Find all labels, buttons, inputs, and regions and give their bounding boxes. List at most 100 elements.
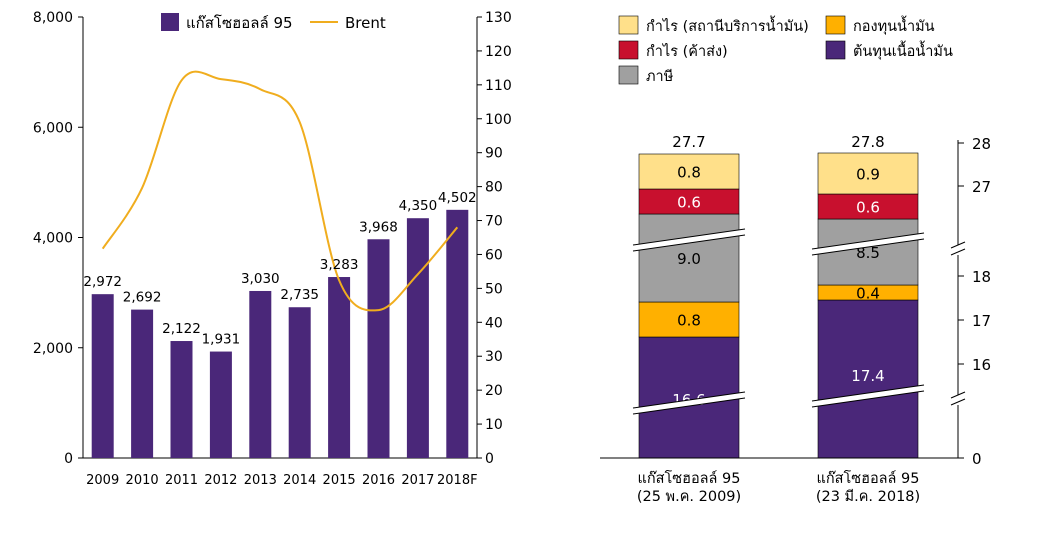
right-y-tick-label: 60 [485,247,503,263]
bar-gasohol95-2016 [367,239,390,458]
right-y-tick-label: 0 [972,450,982,468]
bar-value-label: 2,122 [162,321,201,337]
bar-gasohol95-2010 [131,309,154,458]
right-y-tick-label: 70 [485,214,503,230]
x-tick-label: 2011 [165,473,198,488]
stack-total-label: 27.8 [851,133,884,151]
x-tick-label: 2015 [323,473,356,488]
left-y-tick-label: 6,000 [33,120,73,136]
right-y-tick-label: 16 [972,356,991,374]
right-y-tick-label: 0 [485,451,494,467]
left-chart-legend: แก๊สโซฮอลล์ 95 Brent [161,13,386,32]
left-chart-bars [91,209,469,458]
axis-break-wedge [633,392,745,414]
legend-label: กำไร (สถานีบริการน้ำมัน) [646,15,809,35]
axis-break-line [811,232,925,250]
right-chart: 16.60.89.00.60.827.717.40.48.50.60.927.8… [600,15,991,505]
legend-swatch [825,40,846,60]
bar-gasohol95-2015 [328,277,351,458]
bar-value-label: 3,030 [241,271,280,287]
right-y-tick-label: 100 [485,112,512,128]
legend-label: ภาษี [646,68,673,85]
left-y-tick-label: 0 [64,451,73,467]
legend-label-gasohol95: แก๊สโซฮอลล์ 95 [186,14,293,32]
bar-value-label: 2,735 [280,287,319,303]
bar-value-label: 3,968 [359,219,398,235]
right-y-tick-label: 10 [485,417,503,433]
right-y-tick-label: 18 [972,268,991,286]
right-y-tick-label: 120 [485,44,512,60]
x-tick-label: 2017 [401,473,434,488]
left-chart-axes: 0 2,000 4,000 6,000 8,000 0 10 20 30 40 50 60 70 80 90… [33,10,512,488]
x-tick-label: 2018F [437,473,478,488]
bar-gasohol95-2009 [91,294,114,458]
category-label-line2: (25 พ.ค. 2009) [637,489,741,505]
stacked-segment-label: 17.4 [851,367,884,385]
bar-gasohol95-2014 [288,307,311,458]
right-y-tick-label: 130 [485,10,512,26]
axis-break-wedge [812,385,924,407]
right-y-tick-label: 27 [972,178,991,196]
left-y-tick-label: 4,000 [33,231,73,247]
bar-gasohol95-2012 [209,351,232,458]
axis-break-line [811,238,925,256]
right-y-tick-label: 80 [485,180,503,196]
right-y-tick-label: 50 [485,281,503,297]
right-y-tick-label: 90 [485,146,503,162]
stacked-segment-label: 0.6 [677,194,701,212]
left-y-tick-label: 8,000 [33,10,73,26]
legend-label: ต้นทุนเนื้อน้ำมัน [853,40,953,60]
right-chart-legend: กำไร (สถานีบริการน้ำมัน) กองทุนน้ำมันกำไร… [618,15,953,85]
right-y-tick-label: 110 [485,78,512,94]
right-y-tick-label: 20 [485,383,503,399]
bar-value-label: 4,502 [438,190,477,206]
axis-break-mark [950,241,966,249]
right-chart-bars: 16.60.89.00.60.827.717.40.48.50.60.927.8 [632,133,925,459]
x-tick-label: 2014 [283,473,316,488]
axis-break-mark [950,391,966,399]
x-tick-label: 2010 [126,473,159,488]
stacked-segment-กำไร (สถานีบริการน้ำมัน) [817,152,919,195]
stack-total-label: 27.7 [672,133,705,151]
x-tick-label: 2016 [362,473,395,488]
stacked-segment-label: 9.0 [677,250,701,268]
axis-break-line [632,234,746,252]
legend-label: กำไร (ค้าส่ง) [646,42,728,60]
category-label-line2: (23 มี.ค. 2018) [816,488,920,505]
bar-gasohol95-2018F [446,209,469,458]
right-y-tick-label: 28 [972,135,991,153]
bar-gasohol95-2011 [170,341,193,458]
stacked-segment-ภาษี [638,213,740,303]
bar-value-label: 1,931 [202,332,241,348]
bar-value-label: 2,972 [83,274,122,290]
axis-break-line [632,391,746,409]
stacked-segment-label: 0.6 [856,199,880,217]
right-y-tick-label: 40 [485,315,503,331]
legend-swatch [618,65,639,85]
axis-break-line [632,397,746,415]
bar-value-label: 3,283 [320,257,359,273]
stacked-segment-ต้นทุนเนื้อน้ำมัน [817,299,919,459]
legend-label-brent: Brent [345,14,386,32]
legend-swatch [618,40,639,60]
stacked-segment-label: 0.8 [677,164,701,182]
x-tick-label: 2012 [204,473,237,488]
axis-break-mark [950,248,966,256]
x-tick-label: 2013 [244,473,277,488]
stacked-segment-กำไร (สถานีบริการน้ำมัน) [638,153,740,190]
axis-break-line [811,390,925,408]
left-y-tick-label: 2,000 [33,341,73,357]
stacked-segment-กำไร (ค้าส่ง) [638,188,740,215]
stacked-segment-label: 0.9 [856,166,880,184]
stacked-segment-กองทุนน้ำมัน [638,301,740,338]
bar-value-label: 2,692 [123,290,162,306]
brent-line [101,70,459,312]
right-y-tick-label: 30 [485,349,503,365]
stacked-segment-label: 0.8 [677,312,701,330]
legend-label: กองทุนน้ำมัน [853,15,935,35]
axis-break-mark [950,398,966,406]
category-label-line1: แก๊สโซฮอลล์ 95 [817,469,920,487]
legend-swatch [618,15,639,35]
